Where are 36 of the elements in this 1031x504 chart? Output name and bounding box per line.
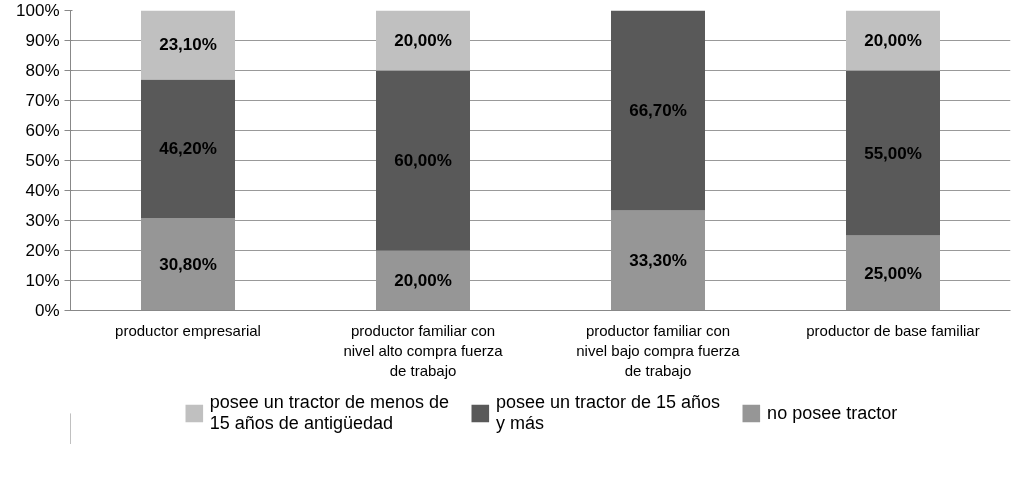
data-label: 46,20% <box>159 139 217 159</box>
y-tick-label: 40% <box>25 181 60 200</box>
y-tick-label: 80% <box>25 61 60 80</box>
legend-label: posee un tractor de menos de 15 años de antigüedad <box>209 392 449 434</box>
y-tick-label: 60% <box>25 121 60 140</box>
bar <box>611 10 705 211</box>
x-tick-label: productor familiar con nivel alto compra fuerza de trabajo <box>343 321 504 380</box>
bar <box>846 10 940 71</box>
y-tick-label: 20% <box>25 241 60 260</box>
x-tick-label: productor de base familiar <box>806 321 980 339</box>
y-tick-label: 70% <box>25 91 60 110</box>
y-tick-label: 100% <box>16 1 60 20</box>
data-label: 33,30% <box>629 251 687 271</box>
data-label: 25,00% <box>864 263 922 283</box>
bar <box>141 10 235 80</box>
data-label: 23,10% <box>159 35 217 55</box>
bar <box>376 10 470 71</box>
data-label: 20,00% <box>394 271 452 290</box>
data-label: 66,70% <box>629 101 687 121</box>
y-tick-label: 0% <box>34 301 60 320</box>
bar <box>846 70 940 236</box>
data-label: 60,00% <box>394 151 452 170</box>
y-tick-label: 30% <box>25 211 60 230</box>
data-label: 20,00% <box>394 31 452 50</box>
y-tick-label: 10% <box>25 271 60 290</box>
bar <box>376 70 470 251</box>
y-tick-label: 50% <box>25 151 60 170</box>
data-label: 30,80% <box>159 254 217 274</box>
y-tick-label: 90% <box>25 31 60 50</box>
data-label: 20,00% <box>864 31 922 50</box>
x-tick-label: productor familiar con nivel bajo compra fuerza de trabajo <box>576 321 741 380</box>
legend-label: no posee tractor <box>767 402 898 424</box>
x-tick-label: productor empresarial <box>115 321 261 339</box>
legend-label: posee un tractor de 15 años y más <box>495 392 721 434</box>
bar <box>141 79 235 219</box>
data-label: 55,00% <box>864 143 922 163</box>
